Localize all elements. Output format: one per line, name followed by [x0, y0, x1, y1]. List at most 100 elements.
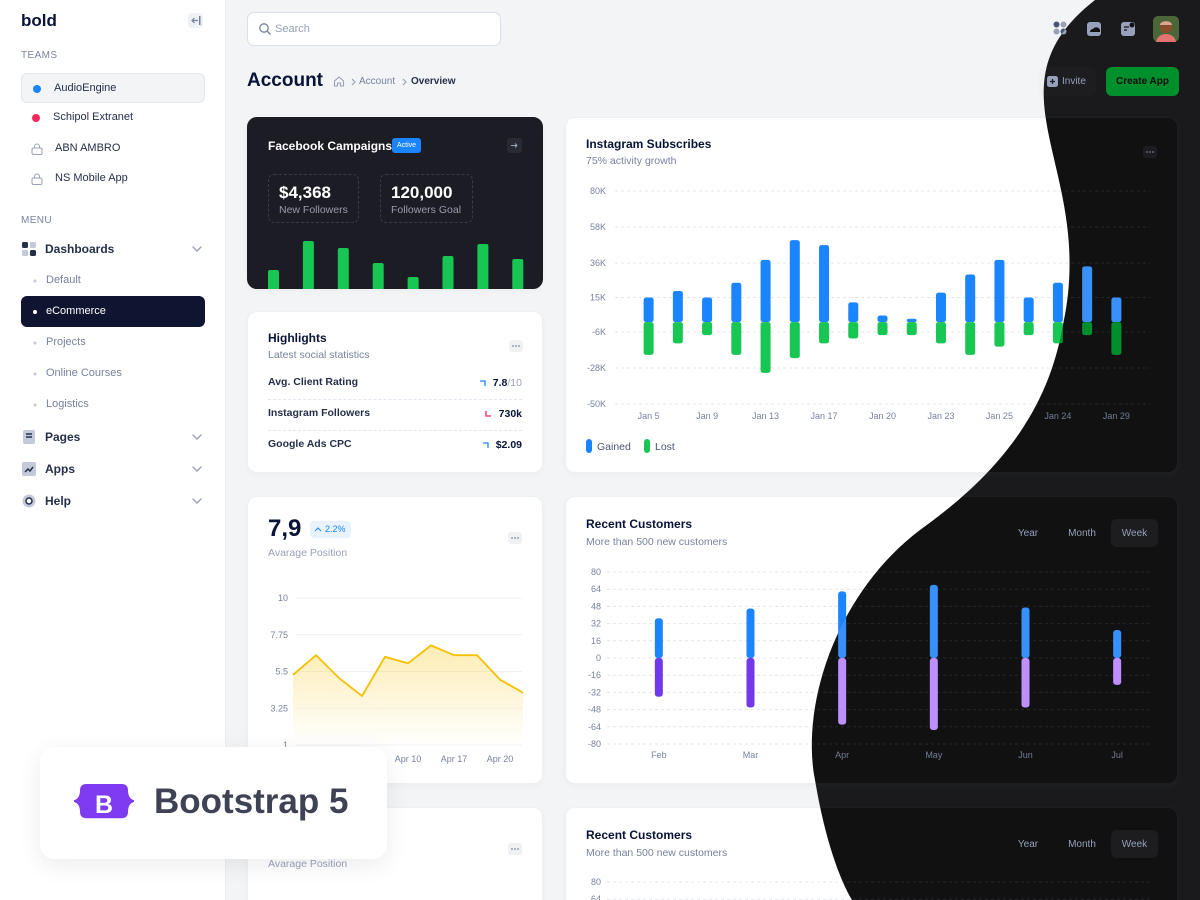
team-dot: [32, 114, 40, 123]
menu-subitem[interactable]: Online Courses: [21, 358, 205, 389]
icon-part: [33, 403, 37, 407]
section-label: MENU: [21, 215, 53, 226]
more-button[interactable]: [508, 532, 522, 544]
menu-sublabel: eCommerce: [46, 305, 106, 317]
chevron: [192, 434, 202, 440]
row-separator: [268, 430, 522, 431]
team-item[interactable]: Schipol Extranet: [21, 103, 205, 133]
promo-text: Bootstrap 5: [154, 782, 349, 821]
card-subtitle: More than 500 new customers: [586, 536, 728, 548]
menu-item[interactable]: Dashboards: [21, 237, 205, 261]
up-icon: [314, 527, 322, 532]
card-title: Recent Customers: [586, 517, 693, 531]
team-item[interactable]: NS Mobile App: [21, 164, 205, 194]
stat-value: 7.8: [492, 377, 508, 389]
menu-item[interactable]: Pages: [21, 425, 205, 449]
bullet: [33, 279, 37, 283]
icon-part: [511, 848, 513, 850]
icon-part: [31, 147, 43, 155]
icon-part: [514, 848, 516, 850]
bullet: [33, 310, 37, 314]
menu-subitem[interactable]: Logistics: [21, 389, 205, 420]
icon-part: [33, 341, 37, 345]
chevron: [192, 466, 202, 472]
icon-part: [259, 23, 269, 33]
icon-part: [517, 848, 519, 850]
trend-icon: [482, 442, 489, 448]
stat-value: $2.09: [495, 439, 522, 451]
icon-part: [30, 250, 36, 256]
stat-value-group: 730k: [398, 406, 522, 422]
menu-subitem[interactable]: Projects: [21, 327, 205, 358]
arrow-icon: [511, 143, 518, 148]
search-box[interactable]: Search: [247, 12, 501, 46]
menu-sublabel: Default: [46, 274, 81, 286]
bar: [442, 256, 454, 289]
logo-letter: B: [95, 791, 113, 819]
menu-sublabel: Logistics: [46, 398, 89, 410]
stat-label: Instagram Followers: [268, 407, 371, 419]
icon-part: [33, 85, 41, 93]
sidebar: bold TEAMS AudioEngine Schipol Extranet ABN …: [0, 0, 226, 900]
more-icon: [512, 345, 520, 347]
bar: [407, 277, 419, 289]
bar: [372, 263, 384, 289]
icon-part: [402, 78, 407, 86]
breadcrumb-separator: [402, 78, 407, 86]
icon-part: [34, 173, 40, 179]
kpi-label: Avarage Position: [268, 858, 348, 870]
icon-part: [33, 310, 37, 314]
bar: [302, 241, 314, 289]
card-subtitle: Latest social statistics: [268, 349, 370, 361]
menu-item[interactable]: Apps: [21, 457, 205, 481]
average-position-card: 7,9 2.2% Avarage Position: [247, 496, 543, 784]
menu-label: Apps: [45, 462, 75, 476]
lock-icon: [31, 173, 43, 186]
icon-part: [32, 114, 40, 123]
bullet: [33, 403, 37, 407]
more-button[interactable]: [508, 843, 522, 855]
menu-subitem[interactable]: Default: [21, 265, 205, 296]
menu-icon: [22, 494, 36, 508]
icon-part: [33, 372, 37, 376]
menu-subitem-active[interactable]: eCommerce: [21, 296, 205, 327]
stat-value-group: $2.09: [398, 437, 522, 453]
menu-icon: [22, 462, 36, 476]
icon-part: [24, 466, 34, 473]
breadcrumb-item-active: Overview: [411, 76, 456, 87]
stat-label: Google Ads CPC: [268, 438, 352, 450]
icon-part: [518, 345, 520, 347]
stat-value: $4,368: [279, 183, 331, 202]
team-item[interactable]: ABN AMBRO: [21, 134, 205, 164]
icon-part: [30, 242, 36, 248]
team-name: ABN AMBRO: [55, 141, 121, 154]
bar: [477, 244, 489, 289]
icon-part: [511, 537, 513, 539]
icon-part: [191, 17, 198, 24]
icon-part: [1053, 21, 1060, 28]
search-placeholder: Search: [275, 23, 310, 35]
collapse-icon: [191, 16, 201, 25]
chevron: [192, 246, 202, 252]
card-subtitle: More than 500 new customers: [586, 847, 728, 859]
icon-part: [482, 442, 489, 448]
arrow-button[interactable]: [507, 138, 522, 153]
card-subtitle: 75% activity growth: [586, 155, 677, 167]
icon-part: [314, 527, 322, 532]
icon-part: [479, 380, 486, 386]
menu-item[interactable]: Help: [21, 489, 205, 513]
stat-box: $4,368 New Followers: [268, 174, 359, 223]
icon-part: [192, 466, 202, 472]
stat-label: New Followers: [279, 204, 348, 216]
team-item[interactable]: AudioEngine: [21, 73, 205, 103]
collapse-button[interactable]: [188, 13, 203, 28]
more-button[interactable]: [509, 340, 523, 352]
bullet: [33, 341, 37, 345]
icon-part: [484, 411, 491, 417]
more-icon: [511, 537, 519, 539]
icon-part: [517, 537, 519, 539]
home-icon: [333, 76, 345, 87]
breadcrumb-separator: [351, 78, 356, 86]
team-dot: [33, 85, 41, 93]
kpi-badge: 2.2%: [310, 521, 351, 538]
